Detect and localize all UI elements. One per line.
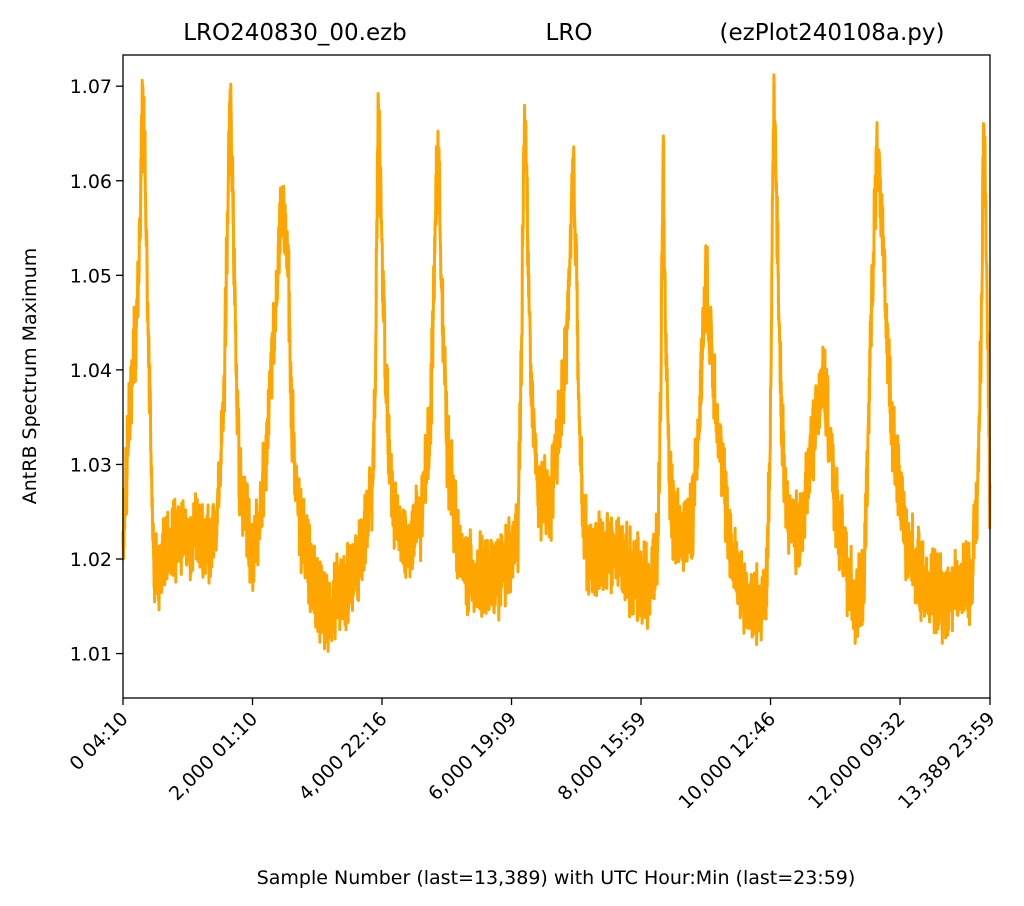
x-tick-label: 2,000 01:10 [165, 708, 262, 805]
y-tick-label: 1.01 [70, 644, 112, 666]
y-tick-label: 1.06 [70, 171, 112, 193]
chart-title-center: LRO [546, 20, 593, 46]
x-tick-label: 0 04:10 [65, 708, 132, 775]
y-axis-ticks: 1.01 1.02 1.03 1.04 1.05 1.06 1.07 [70, 76, 123, 666]
series-line [121, 73, 992, 653]
x-tick-label: 8,000 15:59 [554, 708, 651, 805]
chart-title-right: (ezPlot240108a.py) [720, 20, 945, 46]
y-axis-label: AntRB Spectrum Maximum [19, 248, 41, 505]
x-tick-label: 13,389 23:59 [894, 708, 1000, 814]
y-tick-label: 1.05 [70, 265, 112, 287]
y-tick-label: 1.02 [70, 549, 112, 571]
y-tick-label: 1.03 [70, 454, 112, 476]
chart-title-left: LRO240830_00.ezb [183, 20, 407, 46]
y-tick-label: 1.07 [70, 76, 112, 98]
x-tick-label: 10,000 12:46 [675, 708, 781, 814]
x-axis-label: Sample Number (last=13,389) with UTC Hou… [257, 867, 856, 889]
plot-frame [122, 54, 991, 699]
x-tick-label: 4,000 22:16 [295, 708, 392, 805]
y-tick-label: 1.04 [70, 360, 112, 382]
x-axis-ticks: 0 04:10 2,000 01:10 4,000 22:16 6,000 19:09… [65, 698, 1000, 814]
x-tick-label: 6,000 19:09 [424, 708, 521, 805]
plot-area [121, 73, 992, 653]
